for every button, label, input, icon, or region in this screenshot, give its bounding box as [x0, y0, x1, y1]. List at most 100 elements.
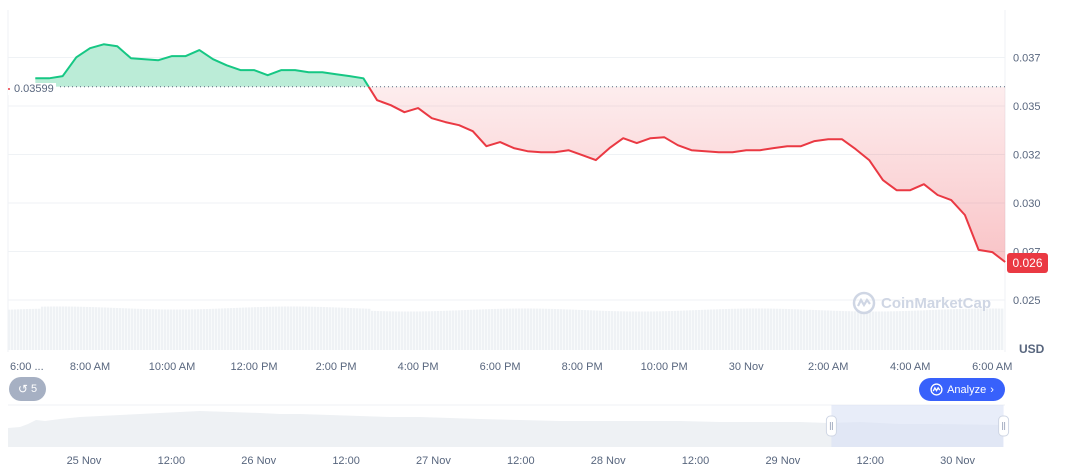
- navigator-label: 30 Nov: [940, 455, 975, 467]
- volume-bar: [713, 309, 716, 350]
- volume-bar: [485, 309, 488, 350]
- volume-bar: [80, 306, 83, 350]
- volume-bar: [599, 310, 602, 350]
- volume-bar: [542, 308, 545, 350]
- volume-bar: [104, 307, 107, 350]
- navigator-handle[interactable]: [825, 415, 837, 437]
- volume-bar: [593, 310, 596, 350]
- volume-bar: [239, 307, 242, 350]
- volume-bar: [701, 309, 704, 350]
- volume-bar: [689, 310, 692, 350]
- volume-bar: [119, 308, 122, 350]
- volume-bar: [146, 309, 149, 350]
- volume-bar: [332, 307, 335, 350]
- navigator-handle[interactable]: [998, 415, 1010, 437]
- volume-bar: [971, 308, 974, 350]
- navigator-label: 12:00: [332, 455, 360, 467]
- volume-bar: [221, 308, 224, 350]
- y-tick-label: 0.030: [1013, 198, 1041, 210]
- volume-bar: [800, 309, 803, 350]
- volume-bar: [695, 310, 698, 350]
- volume-bar: [311, 306, 314, 350]
- volume-bar: [428, 311, 431, 350]
- history-badge[interactable]: ↺ 5: [9, 377, 46, 401]
- baseline-value: 0.03599: [14, 83, 54, 95]
- volume-bar: [74, 306, 77, 350]
- volume-bar: [596, 310, 599, 350]
- volume-bar: [815, 310, 818, 350]
- volume-bar: [740, 308, 743, 350]
- volume-bar: [380, 311, 383, 350]
- volume-bar: [875, 311, 878, 350]
- volume-bar: [896, 311, 899, 350]
- volume-bar: [524, 308, 527, 350]
- volume-bar: [278, 306, 281, 350]
- volume-bar: [77, 306, 80, 350]
- volume-bar: [635, 311, 638, 350]
- volume-bar: [929, 310, 932, 350]
- volume-bar: [188, 309, 191, 350]
- volume-bar: [314, 306, 317, 350]
- volume-bar: [341, 307, 344, 350]
- volume-bar: [152, 309, 155, 350]
- volume-bar: [809, 309, 812, 350]
- volume-bar: [347, 307, 350, 350]
- volume-bar: [812, 309, 815, 350]
- volume-bar: [737, 308, 740, 350]
- volume-bar: [590, 310, 593, 350]
- analyze-button[interactable]: Analyze ›: [919, 378, 1005, 401]
- volume-bar: [974, 308, 977, 350]
- volume-bar: [527, 308, 530, 350]
- volume-bar: [374, 310, 377, 350]
- volume-bar: [848, 311, 851, 350]
- volume-bar: [296, 306, 299, 350]
- volume-bar: [290, 306, 293, 350]
- volume-bar: [242, 307, 245, 350]
- x-tick-label: 6:00 AM: [972, 361, 1012, 373]
- volume-bar: [14, 309, 17, 350]
- volume-bar: [494, 308, 497, 350]
- volume-bar: [212, 308, 215, 350]
- volume-bar: [248, 307, 251, 350]
- volume-bar: [512, 308, 515, 350]
- volume-bar: [794, 309, 797, 350]
- volume-bar: [515, 308, 518, 350]
- volume-bar: [401, 311, 404, 350]
- volume-bar: [935, 309, 938, 350]
- volume-bar: [437, 311, 440, 350]
- navigator-selection[interactable]: [831, 405, 1004, 447]
- volume-bar: [569, 309, 572, 350]
- volume-bar: [818, 310, 821, 350]
- navigator[interactable]: 25 Nov 12:00 26 Nov 12:00 27 Nov 12:00 28 Nov 1…: [8, 404, 1010, 467]
- volume-bar: [983, 308, 986, 350]
- volume-bar: [275, 306, 278, 350]
- volume-bar: [836, 310, 839, 350]
- volume-bar: [653, 311, 656, 350]
- volume-bar: [266, 306, 269, 350]
- volume-bar: [143, 308, 146, 350]
- volume-bar: [866, 311, 869, 350]
- volume-bar: [659, 311, 662, 350]
- y-tick-label: 0.032: [1013, 150, 1041, 162]
- volume-bar: [254, 307, 257, 350]
- x-tick-label: 30 Nov: [729, 361, 764, 373]
- volume-bar: [518, 308, 521, 350]
- volume-bar: [422, 311, 425, 350]
- volume-bar: [704, 309, 707, 350]
- volume-bar: [302, 306, 305, 350]
- volume-bar: [662, 311, 665, 350]
- volume-bar: [557, 309, 560, 350]
- volume-bar: [938, 309, 941, 350]
- volume-bar: [131, 308, 134, 350]
- volume-bar: [686, 310, 689, 350]
- volume-bar: [839, 310, 842, 350]
- volume-bar: [860, 311, 863, 350]
- volume-bar: [452, 310, 455, 350]
- volume-bar: [335, 307, 338, 350]
- volume-bar: [128, 308, 131, 350]
- volume-bars: [8, 306, 1004, 350]
- volume-bar: [503, 308, 506, 350]
- volume-bar: [446, 310, 449, 350]
- volume-bar: [455, 310, 458, 350]
